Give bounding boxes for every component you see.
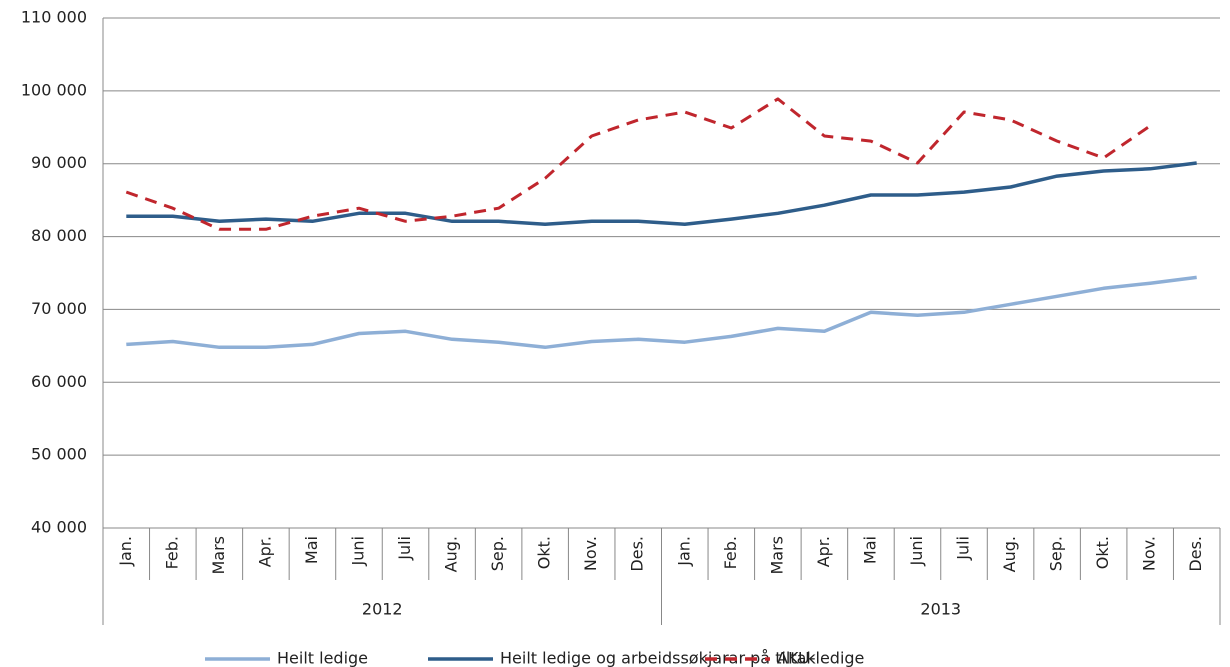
y-tick-label: 60 000 bbox=[31, 372, 87, 391]
x-tick-label: Okt. bbox=[1093, 536, 1112, 569]
x-tick-label: Juli bbox=[954, 536, 973, 561]
x-tick-label: Aug. bbox=[442, 536, 461, 572]
x-tick-label: Mars bbox=[209, 536, 228, 575]
x-tick-label: Juni bbox=[348, 536, 367, 566]
x-tick-label: Nov. bbox=[1140, 536, 1159, 571]
x-tick-label: Feb. bbox=[721, 536, 740, 569]
x-tick-label: Sep. bbox=[488, 536, 507, 571]
x-tick-label: Apr. bbox=[814, 536, 833, 567]
legend-label: AKU-ledige bbox=[777, 649, 864, 667]
x-tick-label: Des. bbox=[1186, 536, 1205, 572]
legend-label: Heilt ledige og arbeidssøkjarar på tilta… bbox=[500, 649, 816, 667]
x-tick-label: Juli bbox=[395, 536, 414, 561]
x-tick-label: Jan. bbox=[116, 536, 135, 567]
series-line bbox=[125, 97, 1152, 231]
y-tick-label: 80 000 bbox=[31, 226, 87, 245]
x-tick-label: Nov. bbox=[581, 536, 600, 571]
y-tick-label: 50 000 bbox=[31, 445, 87, 464]
legend-label: Heilt ledige bbox=[277, 649, 368, 667]
y-tick-label: 100 000 bbox=[21, 80, 87, 99]
x-tick-label: Des. bbox=[628, 536, 647, 572]
x-tick-label: Apr. bbox=[255, 536, 274, 567]
y-tick-label: 70 000 bbox=[31, 299, 87, 318]
x-tick-label: Mars bbox=[767, 536, 786, 575]
series-line bbox=[126, 275, 1197, 350]
y-tick-label: 40 000 bbox=[31, 518, 87, 537]
y-tick-label: 110 000 bbox=[21, 8, 87, 27]
x-tick-label: Sep. bbox=[1047, 536, 1066, 571]
x-tick-label: Mai bbox=[860, 536, 879, 564]
x-tick-label: Aug. bbox=[1000, 536, 1019, 572]
x-tick-label: Okt. bbox=[535, 536, 554, 569]
x-tick-label: Juni bbox=[907, 536, 926, 566]
group-label: 2012 bbox=[362, 600, 403, 619]
x-tick-label: Feb. bbox=[162, 536, 181, 569]
series-line bbox=[126, 161, 1197, 226]
x-tick-label: Mai bbox=[302, 536, 321, 564]
group-label: 2013 bbox=[920, 600, 961, 619]
y-tick-label: 90 000 bbox=[31, 153, 87, 172]
x-tick-label: Jan. bbox=[674, 536, 693, 567]
